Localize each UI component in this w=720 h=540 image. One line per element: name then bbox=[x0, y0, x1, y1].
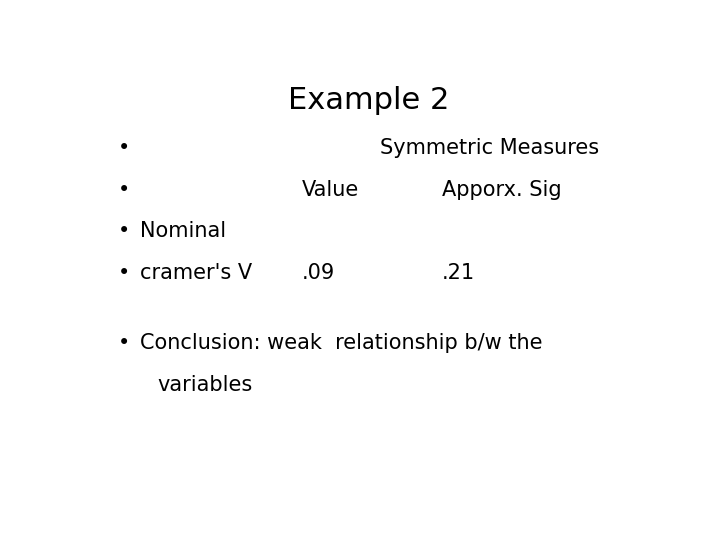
Text: Conclusion: weak  relationship b/w the: Conclusion: weak relationship b/w the bbox=[140, 333, 543, 353]
Text: Nominal: Nominal bbox=[140, 221, 226, 241]
Text: •: • bbox=[118, 333, 130, 353]
Text: .21: .21 bbox=[441, 262, 474, 283]
Text: •: • bbox=[118, 179, 130, 200]
Text: cramer's V: cramer's V bbox=[140, 262, 252, 283]
Text: variables: variables bbox=[157, 375, 252, 395]
Text: Example 2: Example 2 bbox=[288, 85, 450, 114]
Text: Value: Value bbox=[302, 179, 359, 200]
Text: Apporx. Sig: Apporx. Sig bbox=[441, 179, 561, 200]
Text: .09: .09 bbox=[302, 262, 336, 283]
Text: •: • bbox=[118, 138, 130, 158]
Text: Symmetric Measures: Symmetric Measures bbox=[380, 138, 599, 158]
Text: •: • bbox=[118, 262, 130, 283]
Text: •: • bbox=[118, 221, 130, 241]
